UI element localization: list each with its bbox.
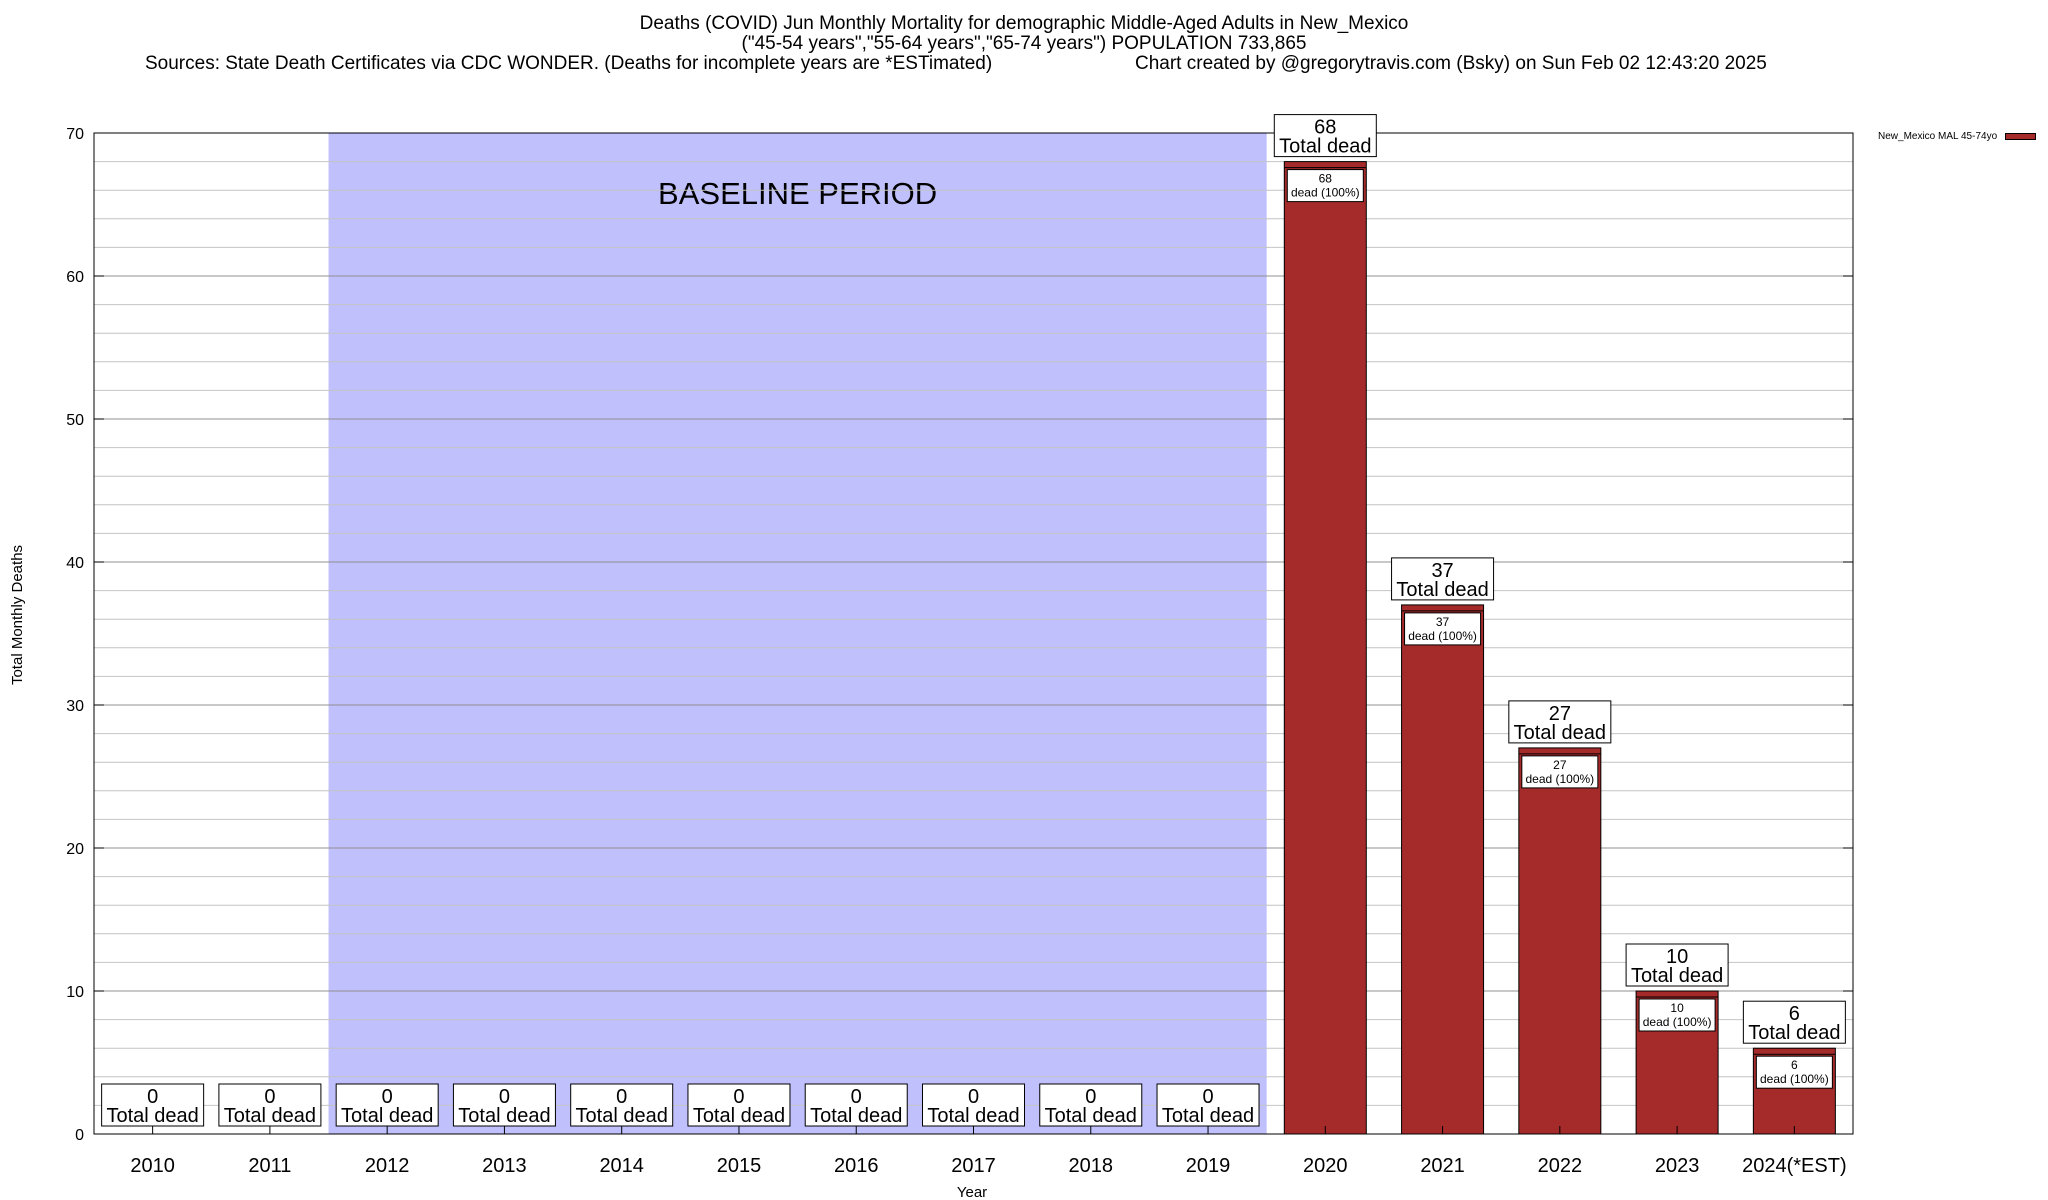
x-tick-label: 2017 (951, 1155, 996, 1177)
total-dead-label: Total dead (224, 1105, 316, 1127)
total-dead-label: Total dead (341, 1105, 433, 1127)
inner-value-label: 10 (1670, 1001, 1684, 1015)
total-dead-label: Total dead (1631, 965, 1723, 987)
x-tick-label: 2020 (1303, 1155, 1348, 1177)
x-tick-label: 2016 (834, 1155, 879, 1177)
x-tick-label: 2023 (1655, 1155, 1700, 1177)
bar (1283, 161, 1367, 1135)
x-tick-label: 2022 (1538, 1155, 1583, 1177)
total-dead-label: Total dead (1279, 136, 1371, 158)
inner-label-box (1638, 998, 1716, 1032)
bar (1401, 604, 1485, 1135)
total-value-label: 0 (499, 1086, 510, 1108)
total-label-box (922, 1083, 1025, 1127)
total-value-label: 10 (1666, 946, 1688, 968)
x-tick-label: 2013 (482, 1155, 527, 1177)
total-value-label: 0 (147, 1086, 158, 1108)
y-tick-label: 0 (75, 1127, 84, 1144)
chart-title: Deaths (COVID) Jun Monthly Mortality for… (639, 13, 1409, 34)
total-value-label: 0 (264, 1086, 275, 1108)
total-label-box (570, 1083, 674, 1127)
total-value-label: 0 (1202, 1086, 1213, 1108)
x-tick-label: 2012 (365, 1155, 410, 1177)
total-dead-label: Total dead (810, 1105, 902, 1127)
y-tick-label: 10 (66, 984, 84, 1001)
inner-value-label: 37 (1436, 615, 1450, 629)
inner-label-box (1521, 755, 1599, 789)
bar (1518, 747, 1602, 1135)
x-tick-label: 2021 (1420, 1155, 1465, 1177)
inner-dead-label: dead (100%) (1643, 1015, 1712, 1029)
total-value-label: 0 (968, 1086, 979, 1108)
baseline-label: BASELINE PERIOD (658, 176, 937, 211)
total-value-label: 27 (1549, 703, 1571, 725)
x-tick-label: 2015 (717, 1155, 762, 1177)
chart-sources: Sources: State Death Certificates via CD… (145, 53, 993, 74)
total-label-box (804, 1083, 908, 1127)
total-label-box (1391, 557, 1495, 601)
total-label-box (1039, 1083, 1143, 1127)
total-label-box (1742, 1000, 1846, 1044)
inner-value-label: 6 (1791, 1058, 1798, 1072)
inner-value-label: 68 (1319, 172, 1333, 186)
y-tick-label: 70 (66, 126, 84, 143)
total-label-box (335, 1083, 439, 1127)
x-tick-label: 2010 (130, 1155, 175, 1177)
legend-swatch (2005, 133, 2037, 140)
total-value-label: 0 (382, 1086, 393, 1108)
baseline-region (328, 133, 1267, 1134)
total-label-box (1508, 700, 1612, 744)
total-dead-label: Total dead (1045, 1105, 1137, 1127)
chart-credit: Chart created by @gregorytravis.com (Bsk… (1135, 53, 1767, 74)
inner-dead-label: dead (100%) (1760, 1072, 1829, 1086)
total-label-box (687, 1083, 791, 1127)
total-value-label: 37 (1431, 560, 1453, 582)
total-value-label: 0 (733, 1086, 744, 1108)
inner-label-box (1755, 1055, 1833, 1089)
total-dead-label: Total dead (693, 1105, 785, 1127)
inner-dead-label: dead (100%) (1291, 186, 1360, 200)
chart-title-block: Deaths (COVID) Jun Monthly Mortality for… (0, 14, 2048, 76)
total-label-box (1156, 1083, 1260, 1127)
inner-dead-label: dead (100%) (1525, 772, 1594, 786)
total-label-box (1625, 943, 1729, 987)
y-tick-label: 30 (66, 698, 84, 715)
x-tick-label: 2024(*EST) (1742, 1155, 1847, 1177)
total-dead-label: Total dead (106, 1105, 198, 1127)
total-dead-label: Total dead (458, 1105, 550, 1127)
y-tick-label: 20 (66, 841, 84, 858)
y-tick-label: 50 (66, 412, 84, 429)
total-label-box (101, 1083, 205, 1127)
x-axis-label: Year (957, 1184, 987, 1200)
total-dead-label: Total dead (1162, 1105, 1254, 1127)
total-dead-label: Total dead (1514, 722, 1606, 744)
x-tick-label: 2011 (248, 1155, 291, 1177)
total-dead-label: Total dead (1396, 579, 1488, 601)
total-dead-label: Total dead (576, 1105, 668, 1127)
inner-label-box (1286, 169, 1364, 203)
x-tick-label: 2014 (599, 1155, 644, 1177)
inner-dead-label: dead (100%) (1408, 629, 1477, 643)
total-value-label: 0 (851, 1086, 862, 1108)
chart-subtitle: ("45-54 years","55-64 years","65-74 year… (741, 33, 1307, 54)
total-label-box (218, 1083, 322, 1127)
legend-label: New_Mexico MAL 45-74yo (1878, 131, 1998, 142)
inner-value-label: 27 (1553, 758, 1567, 772)
y-axis-label: Total Monthly Deaths (9, 545, 26, 685)
total-value-label: 68 (1314, 117, 1336, 139)
chart-legend: New_Mexico MAL 45-74yo (1878, 131, 2037, 142)
x-tick-label: 2019 (1186, 1155, 1231, 1177)
y-tick-label: 60 (66, 269, 84, 286)
x-tick-label: 2018 (1069, 1155, 1114, 1177)
total-value-label: 6 (1789, 1003, 1800, 1025)
total-label-box (1273, 114, 1377, 158)
total-value-label: 0 (616, 1086, 627, 1108)
total-dead-label: Total dead (1748, 1022, 1840, 1044)
total-value-label: 0 (1085, 1086, 1096, 1108)
y-tick-label: 40 (66, 555, 84, 572)
inner-label-box (1404, 612, 1482, 646)
total-dead-label: Total dead (927, 1105, 1019, 1127)
